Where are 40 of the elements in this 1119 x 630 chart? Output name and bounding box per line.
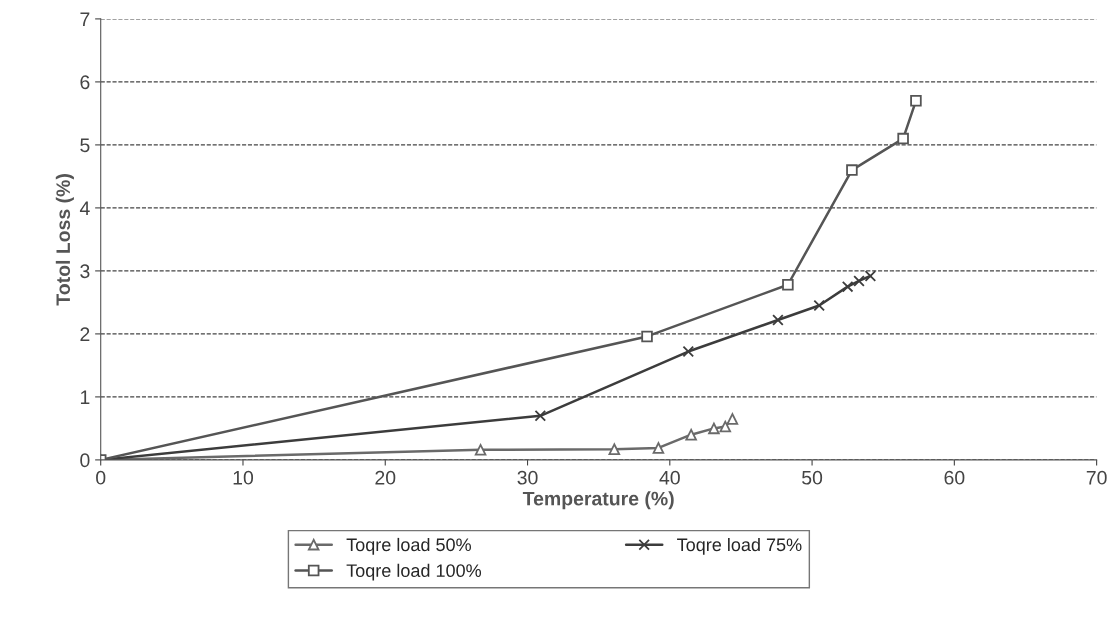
x-tick-label: 70 (1086, 470, 1107, 485)
point (608, 443, 621, 455)
x-tick-label: 60 (944, 470, 965, 485)
point (719, 420, 732, 433)
y-tick-label: 6 (80, 75, 90, 90)
point (652, 442, 665, 454)
point (726, 413, 739, 425)
legend-label: Toqre load 100% (346, 563, 482, 581)
x-tick-label: 0 (96, 470, 106, 485)
point (708, 422, 720, 435)
y-tick-label: 2 (80, 327, 90, 341)
point (685, 428, 697, 441)
x-tick-label: 30 (517, 470, 538, 485)
y-tick-label: 4 (79, 201, 90, 215)
point (641, 330, 653, 343)
point (910, 95, 922, 107)
legend-label: Toqre load 50% (346, 537, 471, 555)
point (782, 278, 794, 291)
point (474, 444, 487, 456)
x-tick-label: 20 (375, 470, 396, 485)
point (853, 275, 865, 287)
point (864, 270, 877, 282)
y-tick-label: 0 (80, 453, 90, 468)
point (846, 164, 858, 176)
y-tick-label: 7 (80, 12, 90, 26)
point (772, 314, 784, 326)
x-tick-label: 40 (659, 470, 680, 485)
y-tick-label: 1 (80, 390, 90, 404)
y-tick-label: 5 (80, 138, 90, 153)
point (897, 132, 909, 145)
point (682, 345, 695, 358)
x-tick-label: 50 (802, 470, 823, 485)
y-axis-title: Totol Loss (%) (55, 174, 74, 306)
point (841, 280, 854, 293)
x-tick-label: 10 (233, 470, 254, 485)
point (534, 410, 547, 422)
x-axis-title: Temperature (%) (522, 491, 674, 510)
legend-label: Toqre load 75% (677, 537, 802, 555)
point (813, 299, 825, 312)
y-tick-label: 3 (80, 264, 90, 279)
